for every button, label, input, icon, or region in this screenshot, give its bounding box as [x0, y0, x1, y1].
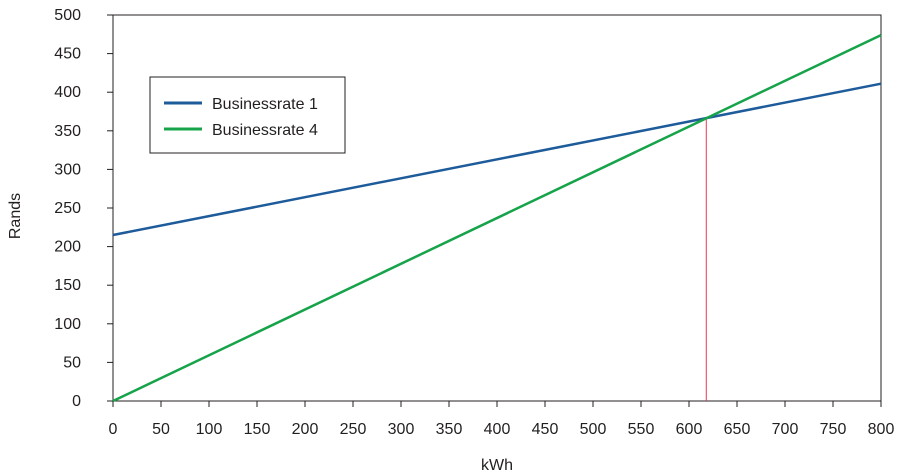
series-line-businessrate-4 [112, 33, 882, 403]
legend-box [149, 76, 346, 154]
y-tick-label: 100 [54, 316, 81, 333]
y-tick-label: 250 [54, 200, 81, 217]
y-tick-label: 50 [63, 354, 81, 371]
x-tick-label: 150 [244, 421, 271, 438]
y-tick-label: 150 [54, 277, 81, 294]
x-tick-label: 650 [724, 421, 751, 438]
legend: Businessrate 1 Businessrate 4 [149, 76, 346, 154]
y-tick-label: 400 [54, 84, 81, 101]
x-tick-label: 250 [340, 421, 367, 438]
plot-frame [112, 14, 882, 402]
x-axis-label: kWh [481, 457, 513, 474]
x-tick-label: 200 [292, 421, 319, 438]
y-tick-label: 200 [54, 239, 81, 256]
y-axis-label: Rands [7, 193, 24, 239]
x-tick-label: 500 [580, 421, 607, 438]
x-tick-label: 550 [628, 421, 655, 438]
x-tick-label: 450 [532, 421, 559, 438]
y-tick-label: 500 [54, 7, 81, 24]
x-tick-label: 400 [484, 421, 511, 438]
x-tick-label: 0 [109, 421, 118, 438]
y-tick-label: 350 [54, 123, 81, 140]
axes: 0 50 100 150 200 250 300 350 400 450 500 550 600 650 7… [54, 7, 894, 438]
legend-label-businessrate-1: Businessrate 1 [212, 96, 318, 113]
y-tick-label: 300 [54, 161, 81, 178]
x-tick-label: 50 [152, 421, 170, 438]
series-line-businessrate-1 [112, 82, 882, 237]
legend-label-businessrate-4: Businessrate 4 [212, 122, 318, 139]
x-tick-label: 750 [820, 421, 847, 438]
x-tick-label: 800 [868, 421, 895, 438]
x-tick-label: 350 [436, 421, 463, 438]
x-tick-label: 700 [772, 421, 799, 438]
x-tick-label: 600 [676, 421, 703, 438]
x-tick-label: 300 [388, 421, 415, 438]
x-tick-label: 100 [196, 421, 223, 438]
series-lines [112, 33, 882, 403]
y-tick-label: 450 [54, 46, 81, 63]
y-tick-label: 0 [72, 393, 81, 410]
